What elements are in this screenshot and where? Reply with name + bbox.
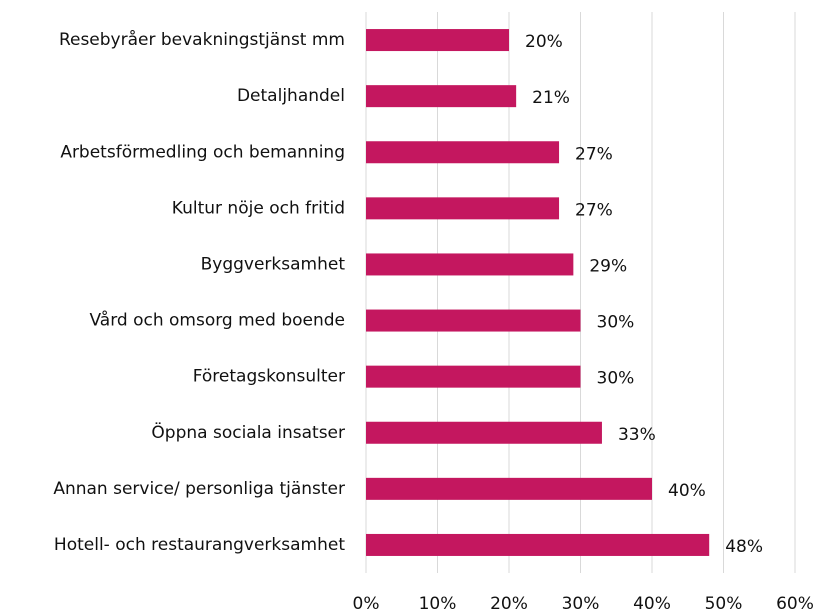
- x-tick-label: 40%: [633, 594, 671, 614]
- data-label: 30%: [597, 313, 635, 333]
- data-label: 21%: [532, 88, 570, 108]
- bar: [366, 477, 652, 500]
- y-tick-label: Företagskonsulter: [193, 367, 345, 387]
- x-tick-label: 10%: [419, 594, 457, 614]
- data-label: 27%: [575, 200, 613, 220]
- x-tick-label: 0%: [353, 594, 380, 614]
- data-label: 33%: [618, 425, 656, 445]
- data-label: 48%: [725, 537, 763, 557]
- y-tick-label: Byggverksamhet: [201, 254, 346, 274]
- bar: [366, 533, 710, 556]
- y-tick-label: Arbetsförmedling och bemanning: [60, 142, 345, 162]
- x-tick-label: 50%: [705, 594, 743, 614]
- y-tick-label: Resebyråer bevakningstjänst mm: [59, 29, 345, 50]
- data-label: 20%: [525, 32, 563, 52]
- data-label: 27%: [575, 144, 613, 164]
- data-label: 29%: [589, 256, 627, 276]
- bar: [366, 365, 581, 388]
- bar: [366, 29, 509, 52]
- data-label: 30%: [597, 369, 635, 389]
- y-tick-label: Annan service/ personliga tjänster: [53, 479, 345, 499]
- y-tick-label: Hotell- och restaurangverksamhet: [54, 535, 345, 555]
- x-tick-label: 30%: [562, 594, 600, 614]
- bar: [366, 421, 602, 444]
- y-tick-label: Detaljhandel: [237, 86, 345, 106]
- y-tick-label: Öppna sociala insatser: [151, 421, 345, 443]
- data-label: 40%: [668, 481, 706, 501]
- x-tick-label: 60%: [776, 594, 814, 614]
- bar: [366, 253, 574, 276]
- bar: [366, 85, 517, 108]
- x-tick-label: 20%: [490, 594, 528, 614]
- bar: [366, 141, 560, 164]
- y-tick-label: Vård och omsorg med boende: [89, 310, 345, 331]
- bar: [366, 197, 560, 220]
- y-tick-label: Kultur nöje och fritid: [172, 198, 345, 218]
- bar: [366, 309, 581, 332]
